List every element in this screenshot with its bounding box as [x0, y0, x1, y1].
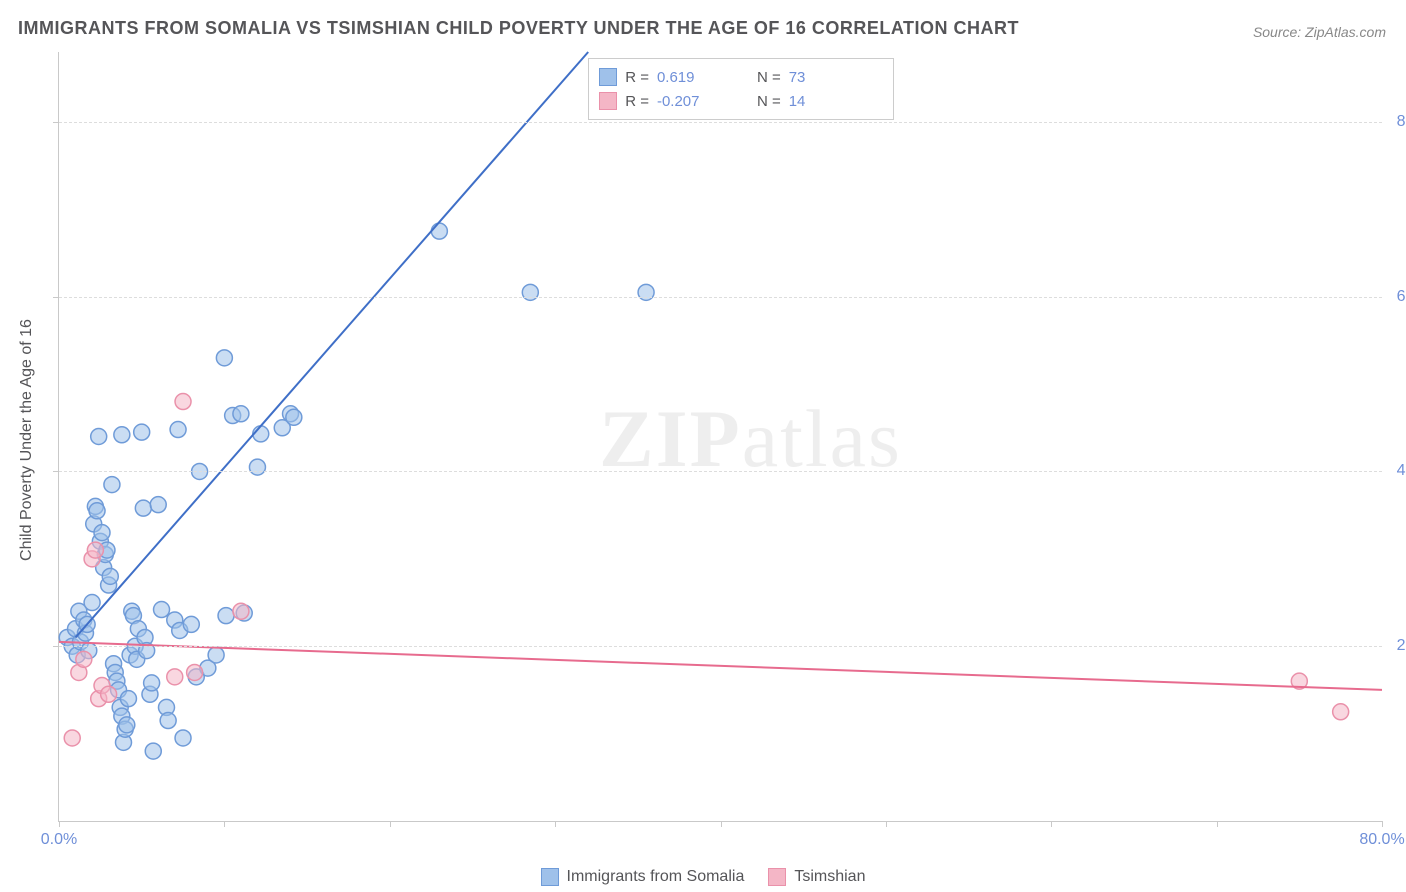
x-tick-label: 0.0% — [41, 831, 77, 849]
r-label-a: R = — [625, 69, 649, 86]
scatter-plot-svg — [59, 52, 1382, 821]
y-tick-label: 80.0% — [1387, 113, 1406, 131]
correlation-legend: R = 0.619 N = 73 R = -0.207 N = 14 — [588, 58, 894, 120]
source-attribution: Source: ZipAtlas.com — [1253, 24, 1386, 40]
r-value-b: -0.207 — [657, 93, 749, 110]
legend-bottom-label-a: Immigrants from Somalia — [567, 868, 745, 886]
chart-title: IMMIGRANTS FROM SOMALIA VS TSIMSHIAN CHI… — [18, 18, 1019, 39]
y-axis-label: Child Poverty Under the Age of 16 — [18, 319, 36, 561]
y-tick-label: 40.0% — [1387, 462, 1406, 480]
legend-row-series-b: R = -0.207 N = 14 — [599, 89, 881, 113]
legend-swatch-b — [599, 92, 617, 110]
chart-plot-area: R = 0.619 N = 73 R = -0.207 N = 14 ZIPat… — [58, 52, 1382, 822]
series-legend: Immigrants from Somalia Tsimshian — [0, 868, 1406, 886]
legend-bottom-swatch-b — [768, 868, 786, 886]
legend-swatch-a — [599, 68, 617, 86]
y-tick-label: 20.0% — [1387, 637, 1406, 655]
n-label-b: N = — [757, 93, 781, 110]
legend-bottom-swatch-a — [541, 868, 559, 886]
r-value-a: 0.619 — [657, 69, 749, 86]
n-value-a: 73 — [789, 69, 881, 86]
legend-item-a: Immigrants from Somalia — [541, 868, 745, 886]
r-label-b: R = — [625, 93, 649, 110]
legend-item-b: Tsimshian — [768, 868, 865, 886]
y-tick-label: 60.0% — [1387, 288, 1406, 306]
legend-bottom-label-b: Tsimshian — [794, 868, 865, 886]
n-label-a: N = — [757, 69, 781, 86]
x-tick-label: 80.0% — [1359, 831, 1404, 849]
n-value-b: 14 — [789, 93, 881, 110]
legend-row-series-a: R = 0.619 N = 73 — [599, 65, 881, 89]
